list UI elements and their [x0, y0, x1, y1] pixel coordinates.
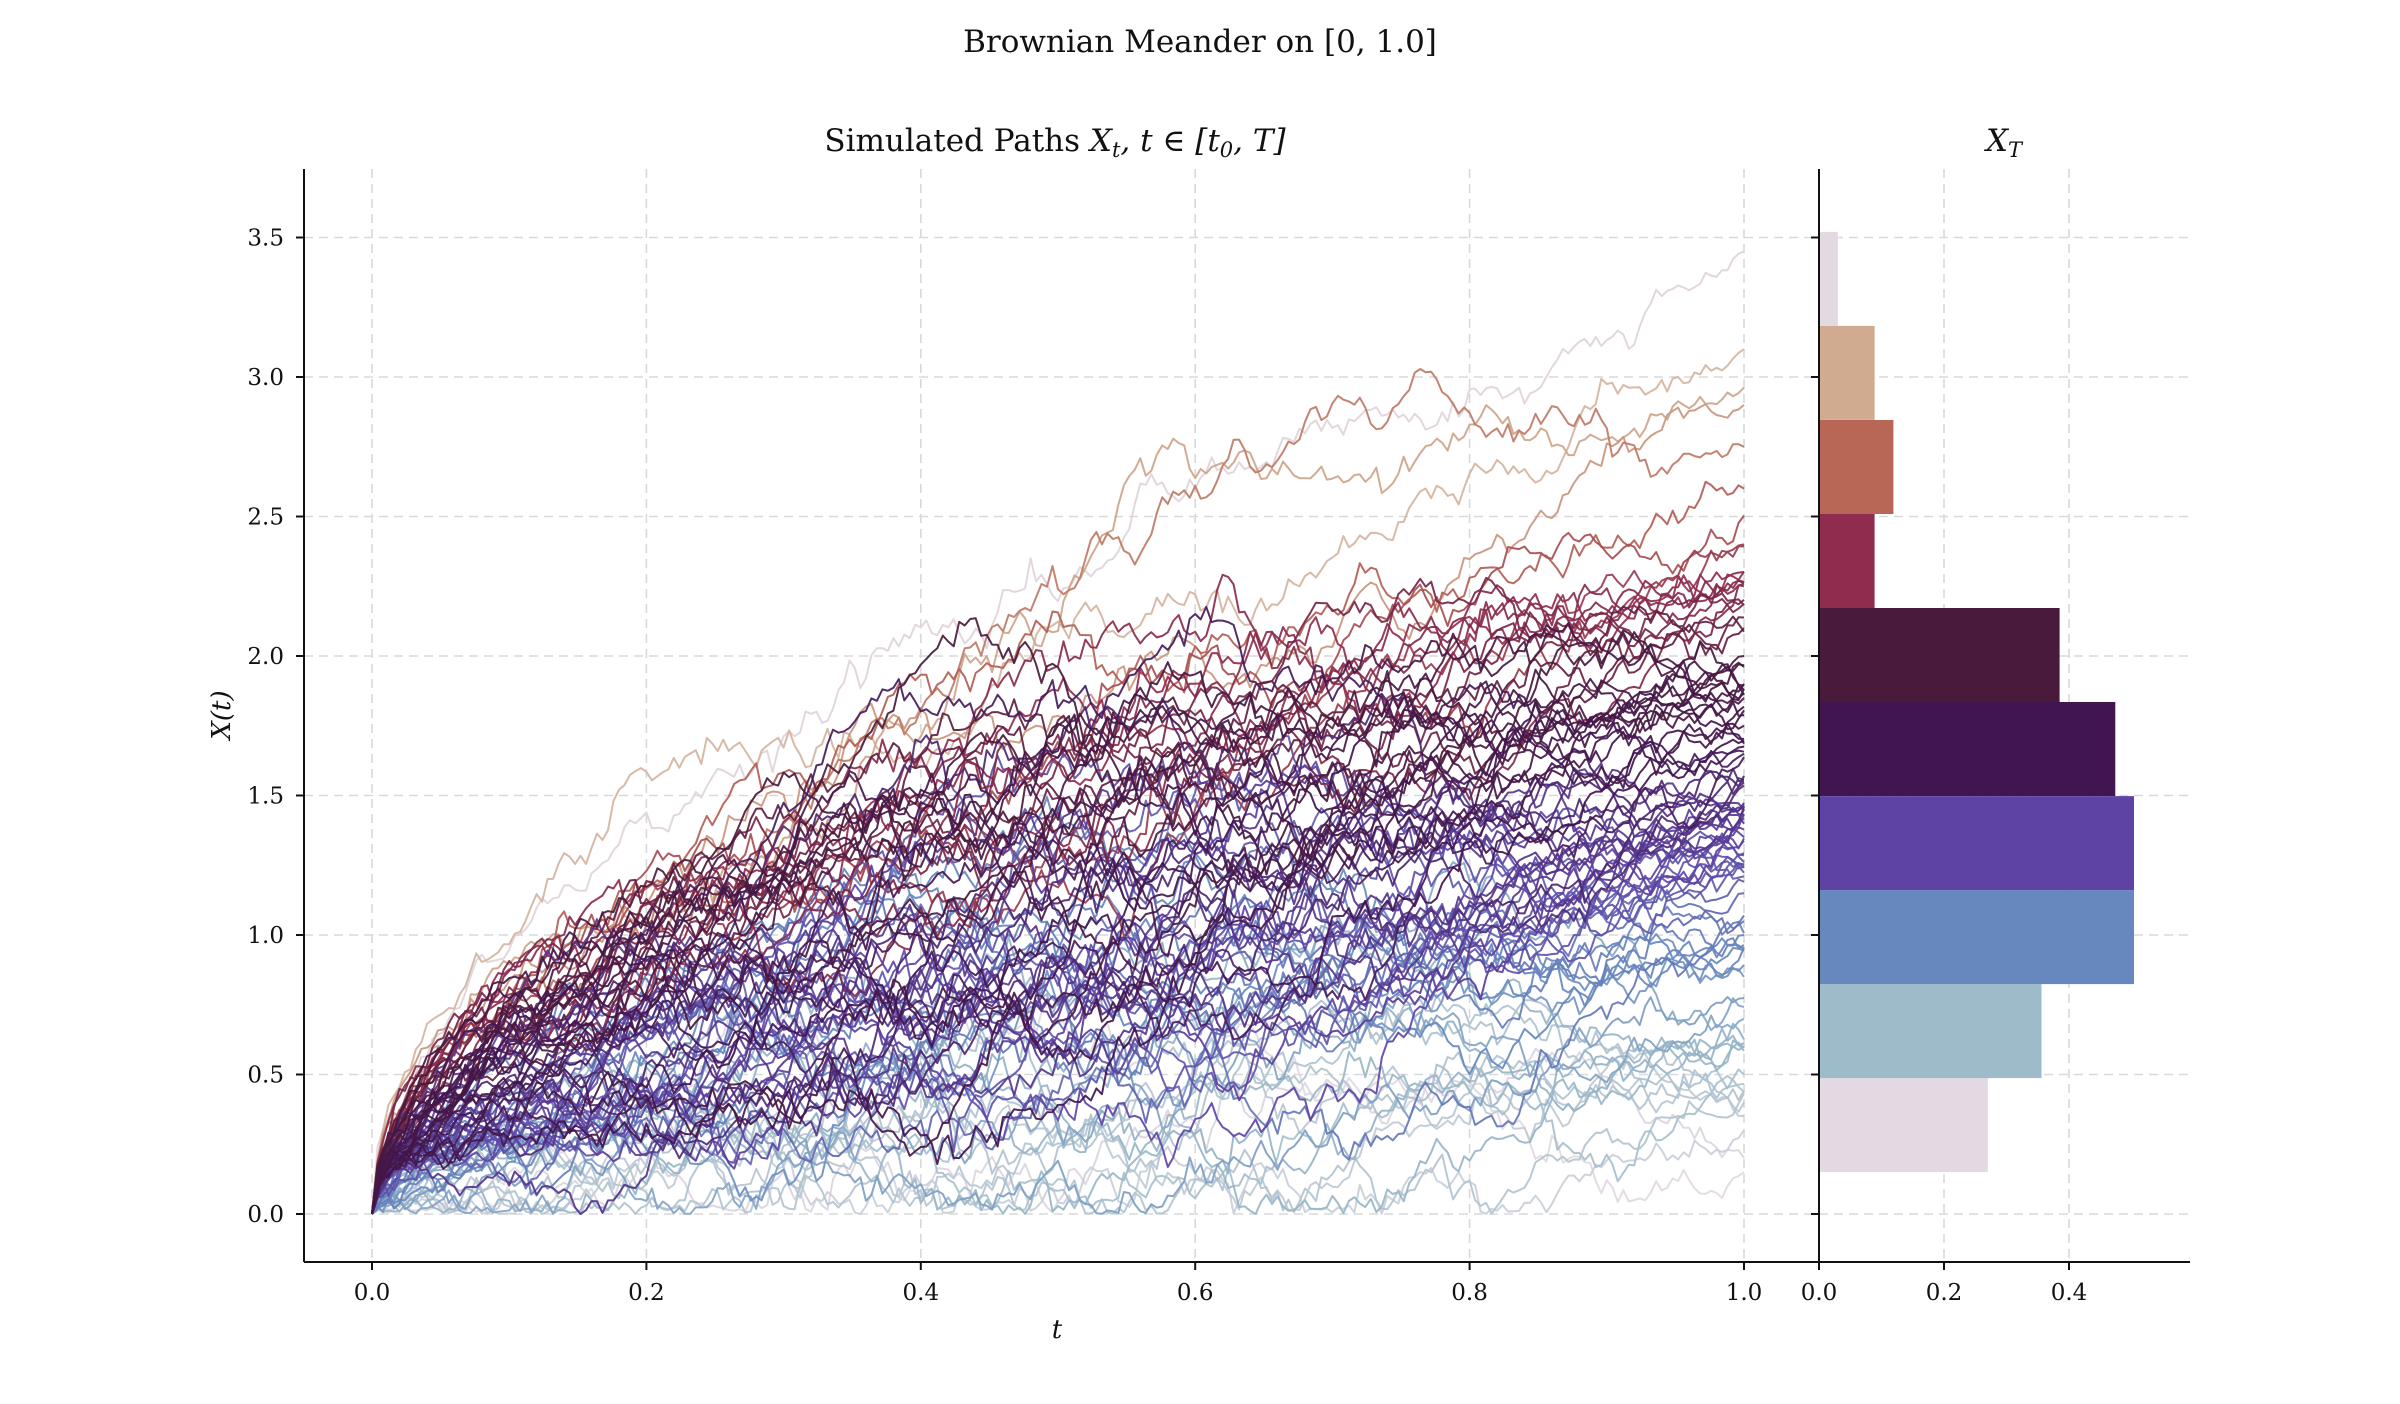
- path-line: [371, 729, 1745, 1215]
- path-line: [371, 691, 1745, 1215]
- path-line: [371, 777, 1745, 1215]
- hist-axes-spines: [1818, 169, 2190, 1263]
- path-line: [371, 881, 1745, 1215]
- histogram-bar: [1819, 890, 2134, 985]
- path-line: [371, 1093, 1745, 1215]
- path-line: [371, 784, 1745, 1215]
- x-axis-label: t: [1052, 1315, 1063, 1345]
- main-y-tick-label: 2.5: [247, 505, 284, 531]
- path-line: [371, 792, 1745, 1215]
- path-line: [371, 660, 1745, 1215]
- main-axes-title: Simulated Paths Xt, t ∈ [t0, T]: [824, 123, 1286, 162]
- path-line: [371, 250, 1745, 1215]
- path-line: [371, 999, 1745, 1215]
- histogram-bar: [1819, 325, 1875, 420]
- histogram-bar: [1819, 702, 2116, 796]
- histogram-bar: [1819, 231, 1838, 326]
- hist-x-tick-label: 0.4: [2051, 1280, 2088, 1306]
- path-line: [371, 992, 1745, 1215]
- histogram-bar: [1819, 608, 2060, 702]
- histogram-bar: [1819, 420, 1894, 514]
- hist-axes-title: XT: [1984, 123, 2024, 162]
- simulated-paths: [371, 250, 1745, 1215]
- path-line: [371, 738, 1745, 1215]
- main-x-tick-label: 0.6: [1177, 1280, 1214, 1306]
- main-x-tick-label: 0.8: [1451, 1280, 1488, 1306]
- path-line: [371, 403, 1745, 1215]
- path-line: [371, 663, 1745, 1215]
- main-x-tick-label: 1.0: [1726, 1280, 1763, 1306]
- histogram-bar: [1819, 984, 2042, 1079]
- path-line: [371, 622, 1745, 1215]
- path-line: [371, 933, 1745, 1215]
- main-axes-title-text: Simulated Paths: [824, 123, 1090, 159]
- path-line: [371, 802, 1745, 1215]
- histogram-bar: [1819, 1078, 1988, 1173]
- path-line: [371, 686, 1745, 1215]
- main-y-tick-label: 3.0: [247, 365, 284, 391]
- main-y-tick-label: 1.0: [247, 923, 284, 949]
- main-x-tick-label: 0.0: [354, 1280, 391, 1306]
- path-line: [371, 705, 1745, 1215]
- histogram-bars: [1819, 231, 2134, 1173]
- path-line: [371, 573, 1745, 1215]
- path-line: [371, 660, 1745, 1215]
- path-line: [371, 348, 1745, 1215]
- main-ticks: 0.0 0.2 0.4 0.6 0.8 1.0 0.0 0.5 1.0 1.5 2.0 2.5 3.0 3…: [247, 226, 1762, 1307]
- main-y-tick-label: 0.0: [247, 1202, 284, 1228]
- main-axes-title-math: Xt, t ∈ [t0, T]: [1088, 123, 1287, 162]
- main-y-tick-label: 3.5: [247, 226, 284, 252]
- hist-ticks: 0.0 0.2 0.4: [1801, 236, 2088, 1306]
- path-line: [371, 765, 1745, 1215]
- path-line: [371, 840, 1745, 1215]
- path-line: [371, 680, 1745, 1215]
- main-y-tick-label: 0.5: [247, 1063, 284, 1089]
- histogram-bar: [1819, 514, 1875, 608]
- path-line: [371, 957, 1745, 1215]
- path-line: [371, 685, 1745, 1215]
- path-line: [371, 605, 1745, 1215]
- hist-x-tick-label: 0.2: [1926, 1280, 1963, 1306]
- figure-title: Brownian Meander on [0, 1.0]: [963, 24, 1437, 60]
- main-x-tick-label: 0.4: [903, 1280, 940, 1306]
- y-axis-label: X(t): [207, 690, 237, 741]
- path-line: [371, 722, 1745, 1215]
- hist-x-tick-label: 0.0: [1801, 1280, 1838, 1306]
- main-x-tick-label: 0.2: [628, 1280, 665, 1306]
- path-line: [371, 605, 1745, 1215]
- path-line: [371, 859, 1745, 1215]
- path-line: [371, 802, 1745, 1215]
- path-line: [371, 617, 1745, 1215]
- path-line: [371, 668, 1745, 1215]
- main-y-tick-label: 1.5: [247, 784, 284, 810]
- path-line: [371, 631, 1745, 1215]
- main-y-tick-label: 2.0: [247, 644, 284, 670]
- path-line: [371, 780, 1745, 1215]
- histogram-bar: [1819, 796, 2134, 891]
- path-line: [371, 767, 1745, 1215]
- main-axes-spines: [303, 169, 1821, 1263]
- path-line: [371, 724, 1745, 1215]
- path-line: [371, 840, 1745, 1215]
- path-line: [371, 905, 1745, 1215]
- path-line: [371, 791, 1745, 1215]
